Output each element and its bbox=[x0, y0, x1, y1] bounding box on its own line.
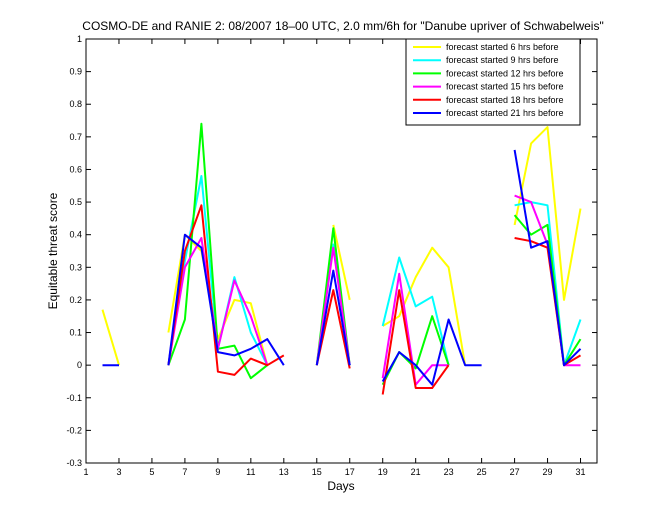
legend-entry: forecast started 21 hrs before bbox=[446, 108, 564, 118]
x-axis: 1 3 5 7 9 11 13 15 17 19 21 23 25 27 29 31 bbox=[83, 39, 586, 477]
y-tick-label: 0 bbox=[77, 360, 82, 370]
y-tick-label: 0.7 bbox=[69, 132, 82, 142]
y-tick-label: 0.3 bbox=[69, 262, 82, 272]
x-tick-label: 11 bbox=[246, 467, 255, 477]
x-tick-label: 21 bbox=[411, 467, 421, 477]
x-tick-label: 31 bbox=[576, 467, 586, 477]
x-tick-label: 15 bbox=[312, 467, 322, 477]
x-tick-label: 19 bbox=[378, 467, 388, 477]
x-tick-label: 9 bbox=[215, 467, 220, 477]
legend-box bbox=[405, 38, 581, 126]
x-tick-label: 17 bbox=[345, 467, 355, 477]
legend: forecast started 6 hrs before forecast st… bbox=[405, 38, 581, 126]
y-tick-label: 0.9 bbox=[69, 67, 82, 77]
x-tick-label: 23 bbox=[444, 467, 454, 477]
x-tick-label: 25 bbox=[477, 467, 487, 477]
y-tick-label: 0.2 bbox=[69, 295, 82, 305]
x-tick-label: 27 bbox=[510, 467, 520, 477]
legend-entry: forecast started 12 hrs before bbox=[446, 68, 564, 78]
series-line-5 bbox=[167, 204, 582, 395]
y-axis: -0.3 -0.2 -0.1 0 0.1 0.2 0.3 0.4 0.5 0.6 0.7 0.8 0.9… bbox=[66, 34, 597, 468]
y-tick-label: -0.3 bbox=[66, 458, 82, 468]
x-tick-label: 13 bbox=[279, 467, 289, 477]
series-line-6 bbox=[102, 149, 582, 386]
x-tick-label: 5 bbox=[149, 467, 154, 477]
x-axis-label: Days bbox=[327, 479, 354, 493]
y-axis-label: Equitable threat score bbox=[46, 192, 60, 309]
y-tick-label: -0.2 bbox=[66, 425, 82, 435]
y-tick-label: 0.5 bbox=[69, 197, 82, 207]
chart-title: COSMO-DE and RANIE 2: 08/2007 18–00 UTC,… bbox=[82, 19, 603, 33]
y-tick-label: 1 bbox=[77, 34, 82, 44]
y-tick-label: 0.1 bbox=[69, 328, 82, 338]
legend-entry: forecast started 18 hrs before bbox=[446, 95, 564, 105]
legend-entry: forecast started 9 hrs before bbox=[446, 55, 559, 65]
y-tick-label: -0.1 bbox=[66, 393, 82, 403]
x-tick-label: 1 bbox=[83, 467, 88, 477]
legend-entry: forecast started 6 hrs before bbox=[446, 42, 559, 52]
y-tick-label: 0.6 bbox=[69, 164, 82, 174]
legend-entry: forecast started 15 hrs before bbox=[446, 82, 564, 92]
x-tick-label: 29 bbox=[543, 467, 553, 477]
y-tick-label: 0.4 bbox=[69, 230, 82, 240]
y-tick-label: 0.8 bbox=[69, 99, 82, 109]
x-tick-label: 3 bbox=[116, 467, 121, 477]
x-tick-label: 7 bbox=[182, 467, 187, 477]
series-lines bbox=[101, 122, 582, 395]
